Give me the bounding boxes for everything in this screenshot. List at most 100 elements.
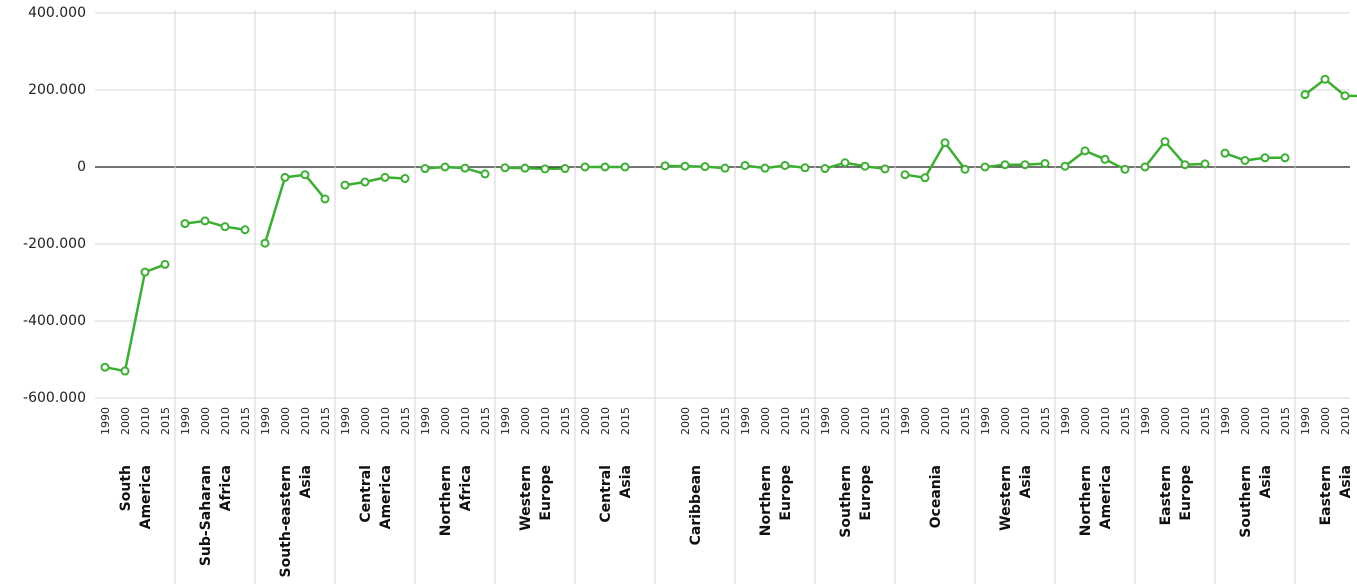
data-point — [1240, 155, 1250, 165]
x-tick-label: 1990 — [339, 407, 352, 435]
x-tick-label: 2010 — [539, 407, 552, 435]
x-tick-label: 2015 — [1119, 407, 1132, 435]
group-label: Asia — [1338, 465, 1354, 498]
series-line — [1304, 77, 1357, 98]
data-point — [580, 162, 590, 172]
data-point — [700, 162, 710, 172]
x-tick-label: 2000 — [679, 407, 692, 435]
x-tick-label: 2000 — [999, 407, 1012, 435]
group-label: Africa — [458, 465, 474, 511]
series-line — [1064, 149, 1126, 171]
group-label: Europe — [778, 465, 794, 521]
x-tick-label: 2010 — [1099, 407, 1112, 435]
data-point — [440, 162, 450, 172]
y-tick-label: 400.000 — [28, 5, 86, 21]
x-tick-label: 2015 — [239, 407, 252, 435]
group-label: Northern — [438, 465, 454, 536]
x-tick-label: 2015 — [719, 407, 732, 435]
grid — [95, 10, 1350, 584]
group-label: Asia — [1018, 465, 1034, 498]
group-label: Asia — [1258, 465, 1274, 498]
group-label: America — [378, 465, 394, 529]
x-tick-label: 2000 — [1239, 407, 1252, 435]
x-tick-label: 2000 — [759, 407, 772, 435]
group-label: Southern — [838, 465, 854, 538]
x-tick-label: 2010 — [379, 407, 392, 435]
data-point — [340, 180, 350, 190]
x-tick-label: 1990 — [899, 407, 912, 435]
x-tick-label: 1990 — [1139, 407, 1152, 435]
x-tick-label: 2010 — [1019, 407, 1032, 435]
data-point — [820, 164, 830, 174]
data-point — [300, 170, 310, 180]
data-point — [460, 163, 470, 173]
x-tick-label: 2010 — [1179, 407, 1192, 435]
y-tick-label: 200.000 — [28, 82, 86, 98]
series-line — [904, 141, 966, 180]
x-tick-label: 2015 — [1279, 407, 1292, 435]
x-tick-label: 1990 — [179, 407, 192, 435]
data-point — [740, 160, 750, 170]
x-tick-label: 2000 — [359, 407, 372, 435]
x-tick-label: 2015 — [1039, 407, 1052, 435]
data-point — [1020, 160, 1030, 170]
data-point — [560, 164, 570, 174]
data-point — [780, 160, 790, 170]
data-point — [1320, 74, 1330, 84]
x-tick-label: 2000 — [119, 407, 132, 435]
data-point — [900, 170, 910, 180]
data-point — [280, 172, 290, 182]
group-label: South — [118, 465, 134, 511]
x-tick-label: 2015 — [559, 407, 572, 435]
x-tick-label: 1990 — [419, 407, 432, 435]
x-tick-label: 2010 — [699, 407, 712, 435]
series-line — [1144, 140, 1206, 168]
x-tick-label: 1990 — [819, 407, 832, 435]
data-point — [1260, 153, 1270, 163]
group-label: America — [138, 465, 154, 529]
x-tick-label: 2000 — [1159, 407, 1172, 435]
data-point — [960, 164, 970, 174]
series-line — [263, 173, 326, 244]
y-tick-label: -600.000 — [23, 390, 86, 406]
x-tick-label: 2010 — [1259, 407, 1272, 435]
data-point — [980, 162, 990, 172]
x-tick-label: 2000 — [1079, 407, 1092, 435]
series-line — [344, 176, 406, 187]
x-tick-label: 1990 — [499, 407, 512, 435]
x-tick-label: 2000 — [519, 407, 532, 435]
data-point — [540, 164, 550, 174]
data-point — [1340, 91, 1350, 101]
data-point — [1160, 137, 1170, 147]
group-label: Africa — [218, 465, 234, 511]
data-point — [180, 219, 190, 229]
x-tick-label: 1990 — [1059, 407, 1072, 435]
data-point — [1120, 164, 1130, 174]
data-point — [100, 362, 110, 372]
data-point — [760, 163, 770, 173]
x-tick-label: 2015 — [399, 407, 412, 435]
data-point — [680, 161, 690, 171]
data-point — [140, 267, 150, 277]
x-tick-label: 2000 — [579, 407, 592, 435]
y-axis: 400.000 200.000 0 -200.000 -400.000 -600.000 — [23, 5, 86, 406]
data-point — [360, 177, 370, 187]
x-tick-label: 2015 — [959, 407, 972, 435]
data-point — [480, 169, 490, 179]
series-line — [104, 263, 166, 373]
group-label: Central — [358, 465, 374, 523]
x-tick-label: 1990 — [979, 407, 992, 435]
data-point — [420, 164, 430, 174]
group-label: Western — [998, 465, 1014, 531]
group-label: Eastern — [1158, 465, 1174, 525]
data-point — [1180, 160, 1190, 170]
group-label: Eastern — [1318, 465, 1334, 525]
data-point — [120, 366, 130, 376]
data-point — [620, 162, 630, 172]
group-label: Southern — [1238, 465, 1254, 538]
x-tick-label: 2000 — [919, 407, 932, 435]
x-tick-label: 2015 — [159, 407, 172, 435]
data-point — [500, 163, 510, 173]
data-point — [1300, 90, 1310, 100]
group-label: Europe — [1178, 465, 1194, 521]
